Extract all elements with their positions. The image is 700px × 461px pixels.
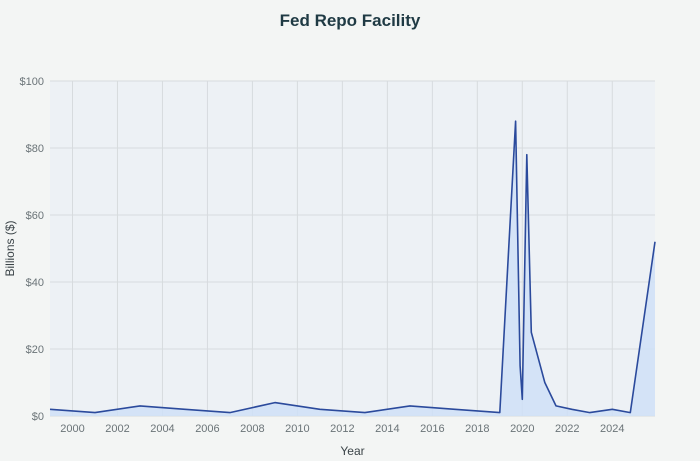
chart-title: Fed Repo Facility [279,11,421,30]
y-tick-label: $20 [26,344,44,356]
x-tick-label: 2014 [375,423,399,435]
grid [50,80,655,417]
x-tick-label: 2022 [555,423,579,435]
y-tick-label: $40 [26,277,44,289]
x-tick-label: 2006 [195,423,219,435]
x-axis-label: Year [340,444,364,458]
tick-labels: $0 $20 $40 $60 $80 $100 2000 2002 2004 2006 2008 20… [20,76,625,435]
area-layer [49,120,656,416]
x-tick-label: 2018 [465,423,489,435]
y-axis-label: Billions ($) [3,220,17,276]
x-tick-label: 2024 [600,423,624,435]
y-tick-label: $0 [32,411,44,423]
y-tick-label: $80 [26,143,44,155]
x-tick-label: 2004 [150,423,174,435]
x-tick-label: 2002 [105,423,129,435]
x-tick-label: 2012 [330,423,354,435]
series-line [49,120,656,414]
x-tick-label: 2000 [60,423,84,435]
y-tick-label: $100 [20,76,44,88]
x-tick-label: 2016 [420,423,444,435]
x-tick-label: 2010 [285,423,309,435]
plot-background [50,81,655,416]
x-tick-label: 2008 [240,423,264,435]
x-tick-label: 2020 [510,423,534,435]
y-tick-label: $60 [26,210,44,222]
